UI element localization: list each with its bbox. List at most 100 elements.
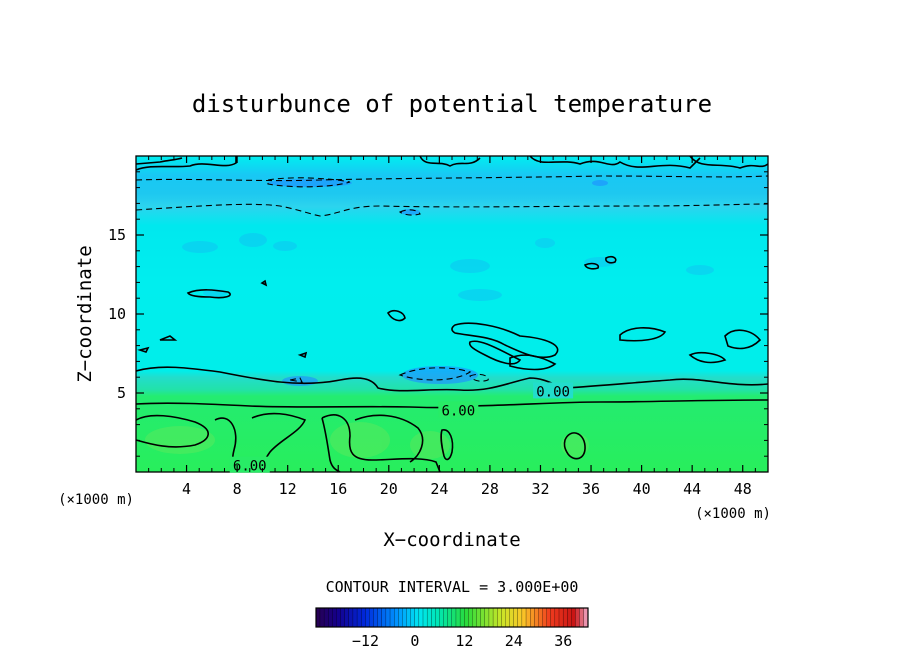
contour-interval-text: CONTOUR INTERVAL = 3.000E+00: [326, 578, 579, 596]
colorbar-cell: [340, 608, 346, 627]
colorbar-cell: [575, 608, 581, 627]
colorbar-cell: [538, 608, 543, 627]
y-axis-unit: (×1000 m): [58, 492, 134, 508]
negative-contours: [136, 175, 768, 383]
contour-label-bg: [438, 401, 479, 418]
x-tick-label: 40: [633, 480, 651, 498]
colorbar-cell: [361, 608, 366, 627]
colorbar-cell: [365, 608, 370, 627]
colorbar-cell: [530, 608, 535, 627]
x-axis-unit: (×1000 m): [695, 506, 771, 522]
contour-label-bg: [229, 456, 270, 473]
colorbar-cell: [484, 608, 490, 627]
colorbar-cell: [493, 608, 498, 627]
colorbar-cell: [431, 608, 436, 627]
colorbar-cell: [497, 608, 502, 627]
colorbar-cell: [468, 608, 473, 627]
colorbar-cell: [509, 608, 515, 627]
colorbar-cell: [546, 608, 552, 627]
plot-area: [136, 156, 768, 472]
y-axis-label: Z−coordinate: [74, 245, 96, 382]
colorbar-cell: [332, 608, 337, 627]
colorbar-cell: [513, 608, 519, 627]
colorbar-cell: [559, 608, 564, 627]
field-fill: [136, 156, 768, 472]
colorbar-cell: [443, 608, 449, 627]
x-axis-label: X−coordinate: [383, 529, 520, 551]
x-tick-label: 32: [531, 480, 549, 498]
colorbar-cell: [320, 608, 325, 627]
colorbar-cell: [579, 608, 585, 627]
contour-label: 0.00: [536, 384, 570, 400]
colorbar-cell: [435, 608, 440, 627]
x-tick-label: 48: [734, 480, 752, 498]
colorbar-cell: [398, 608, 403, 627]
chart-title: disturbunce of potential temperature: [192, 90, 712, 118]
colorbar-cell: [369, 608, 374, 627]
colorbar-cell: [456, 608, 461, 627]
colorbar-cell: [316, 608, 321, 627]
colorbar-cell: [414, 608, 420, 627]
colorbar: [315, 607, 589, 628]
colorbar-cell: [324, 608, 329, 627]
colorbar-cell: [386, 608, 391, 627]
colorbar-cell: [567, 608, 572, 627]
colorbar-cell: [353, 608, 358, 627]
colorbar-ticks: −12 0 12 24 36: [352, 632, 572, 650]
colorbar-cell: [489, 608, 494, 627]
colorbar-cell: [460, 608, 465, 627]
colorbar-cell: [583, 608, 589, 627]
colorbar-cell: [472, 608, 478, 627]
colorbar-cell: [439, 608, 445, 627]
x-tick-label: 16: [329, 480, 347, 498]
x-tick-label: 36: [582, 480, 600, 498]
y-tick-label: 5: [117, 384, 126, 402]
colorbar-tick-label: 12: [455, 632, 473, 650]
colorbar-cell: [328, 608, 333, 627]
colorbar-tick-label: 36: [554, 632, 572, 650]
x-tick-label: 4: [182, 480, 191, 498]
colorbar-cell: [447, 608, 453, 627]
colorbar-cell: [526, 608, 531, 627]
contour-label: 6.00: [233, 459, 267, 475]
contour-label-bg: [533, 382, 574, 399]
colorbar-cell: [406, 608, 412, 627]
colorbar-cell: [336, 608, 342, 627]
x-tick-label: 24: [430, 480, 448, 498]
colorbar-cell: [357, 608, 362, 627]
colorbar-cell: [555, 608, 560, 627]
colorbar-tick-label: −12: [352, 632, 379, 650]
colorbar-cell: [344, 608, 350, 627]
x-tick-label: 20: [380, 480, 398, 498]
colorbar-cell: [464, 608, 469, 627]
colorbar-cell: [501, 608, 506, 627]
colorbar-tick-label: 0: [410, 632, 419, 650]
colorbar-cell: [402, 608, 407, 627]
colorbar-cell: [534, 608, 539, 627]
colorbar-cell: [410, 608, 416, 627]
warm-patches: [145, 422, 589, 459]
colorbar-cell: [427, 608, 432, 627]
contour-labels: 0.00 6.00 6.00: [229, 382, 574, 475]
contour-label: 6.00: [441, 403, 475, 419]
colorbar-cell: [394, 608, 399, 627]
colorbar-cell: [390, 608, 395, 627]
colorbar-cell: [563, 608, 568, 627]
colorbar-cell: [381, 608, 387, 627]
colorbar-cell: [517, 608, 523, 627]
colorbar-cell: [452, 608, 457, 627]
colorbar-cell: [423, 608, 428, 627]
colorbar-cell: [373, 608, 379, 627]
colorbar-cell: [550, 608, 556, 627]
x-tick-label: 44: [683, 480, 701, 498]
colorbar-cell: [348, 608, 354, 627]
cool-patches: [182, 233, 714, 301]
colorbar-cell: [476, 608, 482, 627]
colorbar-cell: [571, 608, 576, 627]
colorbar-cell: [377, 608, 383, 627]
colorbar-frame: [315, 607, 589, 628]
y-axis: 5 10 15: [108, 171, 768, 457]
colorbar-cell: [522, 608, 527, 627]
colorbar-cell: [480, 608, 486, 627]
